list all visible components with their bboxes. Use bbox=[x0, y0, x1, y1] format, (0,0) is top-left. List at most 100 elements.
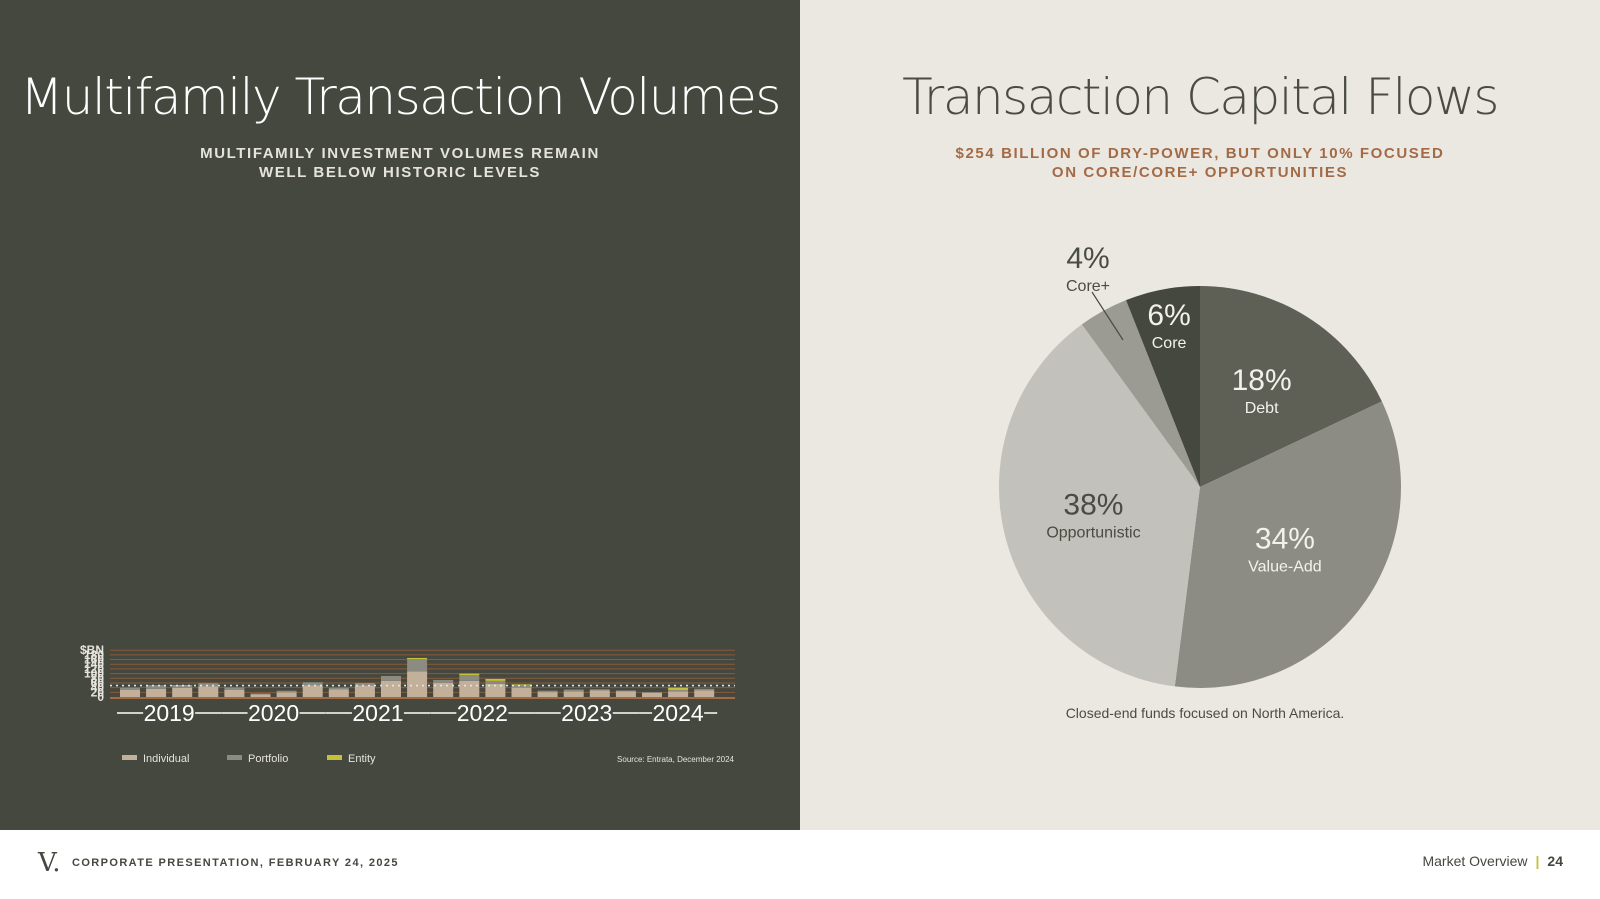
x-year-label-2021: 2021 bbox=[352, 700, 403, 726]
y-tick-label: 20 bbox=[91, 685, 105, 699]
left-subtitle-line-2: WELL BELOW HISTORIC LEVELS bbox=[259, 164, 541, 181]
bar-individual-2020-q3 bbox=[276, 692, 297, 697]
left-subtitle-line-1: MULTIFAMILY INVESTMENT VOLUMES REMAIN bbox=[200, 145, 600, 162]
bar-individual-2021-q4 bbox=[407, 671, 428, 697]
bar-portfolio-2020-q1 bbox=[224, 687, 245, 690]
bar-portfolio-2020-q2 bbox=[250, 693, 271, 695]
bar-portfolio-2021-q3 bbox=[381, 675, 401, 681]
pie-leader-line-core-plus bbox=[1091, 291, 1124, 341]
bar-portfolio-2019-q3 bbox=[172, 685, 193, 688]
bar-individual-2019-q4 bbox=[198, 686, 219, 697]
pie-value-opportunistic: 38% bbox=[1063, 488, 1123, 521]
bar-individual-2020-q2 bbox=[250, 694, 271, 697]
pie-footnote: Closed-end funds focused on North Americ… bbox=[1066, 705, 1345, 721]
bar-individual-2022-q1 bbox=[433, 682, 454, 697]
footer-separator: | bbox=[1535, 853, 1540, 869]
pie-label-opportunistic: Opportunistic bbox=[1046, 524, 1140, 541]
legend-label-individual: Individual bbox=[143, 753, 189, 765]
bar-portfolio-2021-q2 bbox=[354, 682, 375, 686]
bar-portfolio-2020-q4 bbox=[302, 682, 323, 686]
bar-individual-2022-q2 bbox=[459, 680, 480, 697]
bar-entity-2024-q2 bbox=[668, 687, 689, 690]
right-subtitle-line-2: ON CORE/CORE+ OPPORTUNITIES bbox=[1051, 164, 1349, 181]
pie-label-core: Core bbox=[1152, 335, 1187, 352]
bar-entity-2022-q2 bbox=[459, 673, 480, 676]
left-page-title: Multifamily Transaction Volumes bbox=[20, 68, 781, 126]
y-tick-label: 100 bbox=[84, 667, 104, 681]
legend-label-entity: Entity bbox=[348, 753, 376, 765]
bar-individual-2022-q3 bbox=[485, 683, 506, 697]
bar-individual-2021-q2 bbox=[354, 685, 375, 697]
footer-section-info: Market Overview | 24 bbox=[1300, 853, 1563, 869]
capital-flows-pie-chart: 18% Debt 34% Value-Add 38% Opportunistic 4% Cor… bbox=[998, 242, 1401, 721]
y-tick-label: 80 bbox=[91, 671, 105, 685]
bar-individual-2021-q3 bbox=[381, 680, 401, 697]
bar-individual-2024-q3 bbox=[694, 690, 715, 697]
y-tick-label: 40 bbox=[91, 681, 105, 695]
y-tick-label: 120 bbox=[84, 662, 104, 676]
pie-value-core: 6% bbox=[1147, 299, 1190, 332]
legend-swatch-entity bbox=[327, 755, 342, 760]
bar-individual-2020-q1 bbox=[224, 689, 245, 697]
pie-value-debt: 18% bbox=[1232, 364, 1292, 397]
bar-individual-2020-q4 bbox=[302, 685, 323, 697]
bar-individual-2023-q2 bbox=[563, 691, 584, 697]
x-year-label-2023: 2023 bbox=[561, 700, 612, 726]
bar-individual-2023-q4 bbox=[615, 691, 636, 697]
bar-portfolio-2020-q3 bbox=[276, 690, 297, 693]
left-subtitle: MULTIFAMILY INVESTMENT VOLUMES REMAIN WE… bbox=[100, 144, 700, 182]
y-tick-label: 60 bbox=[91, 676, 105, 690]
bar-individual-2021-q1 bbox=[328, 689, 349, 697]
bar-entity-2022-q4 bbox=[511, 684, 532, 686]
pie-slice-value-add bbox=[1174, 401, 1401, 688]
bar-portfolio-2024-q3 bbox=[694, 688, 715, 691]
x-year-label-2019: 2019 bbox=[144, 700, 195, 726]
pie-label-core: Core+ bbox=[1066, 278, 1110, 295]
bar-individual-2023-q3 bbox=[589, 690, 610, 697]
footer bbox=[0, 830, 1600, 899]
pie-label-debt: Debt bbox=[1245, 400, 1279, 417]
bar-portfolio-2021-q4 bbox=[407, 659, 428, 672]
pie-slice-core bbox=[1126, 286, 1200, 487]
y-tick-label: 160 bbox=[84, 653, 104, 667]
legend-swatch-individual bbox=[122, 755, 137, 760]
bar-individual-2022-q4 bbox=[511, 687, 532, 697]
bar-individual-2024-q1 bbox=[642, 692, 662, 697]
chart-source: Source: Entrata, December 2024 bbox=[617, 755, 735, 764]
x-year-label-2024: 2024 bbox=[653, 700, 704, 726]
pie-value-core: 4% bbox=[1066, 242, 1109, 275]
x-year-label-2022: 2022 bbox=[457, 700, 508, 726]
bar-entity-2021-q4 bbox=[407, 657, 428, 660]
bar-entity-2022-q3 bbox=[485, 678, 506, 681]
y-tick-label: 140 bbox=[84, 657, 104, 671]
bar-portfolio-2022-q1 bbox=[433, 679, 454, 683]
company-logo: V. bbox=[38, 848, 61, 878]
bar-individual-2019-q3 bbox=[172, 687, 193, 697]
bar-individual-2019-q2 bbox=[146, 688, 167, 697]
pie-value-value-add: 34% bbox=[1255, 523, 1315, 556]
right-page-title: Transaction Capital Flows bbox=[902, 68, 1499, 126]
right-subtitle-line-1: $254 BILLION OF DRY-POWER, BUT ONLY 10% … bbox=[955, 145, 1445, 162]
page-number: 24 bbox=[1547, 853, 1563, 869]
right-subtitle: $254 BILLION OF DRY-POWER, BUT ONLY 10% … bbox=[900, 144, 1500, 182]
pie-slice-opportunistic bbox=[998, 324, 1200, 687]
bar-portfolio-2024-q1 bbox=[642, 692, 662, 693]
bar-portfolio-2022-q4 bbox=[511, 685, 532, 688]
bar-portfolio-2019-q4 bbox=[198, 683, 219, 687]
bar-portfolio-2022-q3 bbox=[485, 680, 506, 684]
bar-portfolio-2019-q2 bbox=[146, 685, 167, 689]
y-axis-label: $BN bbox=[80, 643, 104, 657]
footer-section-name: Market Overview bbox=[1422, 853, 1528, 869]
legend-swatch-portfolio bbox=[227, 755, 242, 760]
bar-portfolio-2022-q2 bbox=[459, 675, 480, 681]
bar-portfolio-2019-q1 bbox=[120, 687, 140, 690]
bar-portfolio-2023-q3 bbox=[589, 689, 610, 691]
bar-individual-2023-q1 bbox=[537, 692, 558, 697]
bar-portfolio-2024-q2 bbox=[668, 689, 689, 692]
y-tick-label: 0 bbox=[97, 690, 104, 704]
x-year-label-2020: 2020 bbox=[248, 700, 299, 726]
footer-presentation-label: CORPORATE PRESENTATION, FEBRUARY 24, 202… bbox=[72, 857, 399, 869]
bar-portfolio-2023-q1 bbox=[537, 690, 558, 693]
bar-portfolio-2021-q1 bbox=[328, 687, 349, 690]
